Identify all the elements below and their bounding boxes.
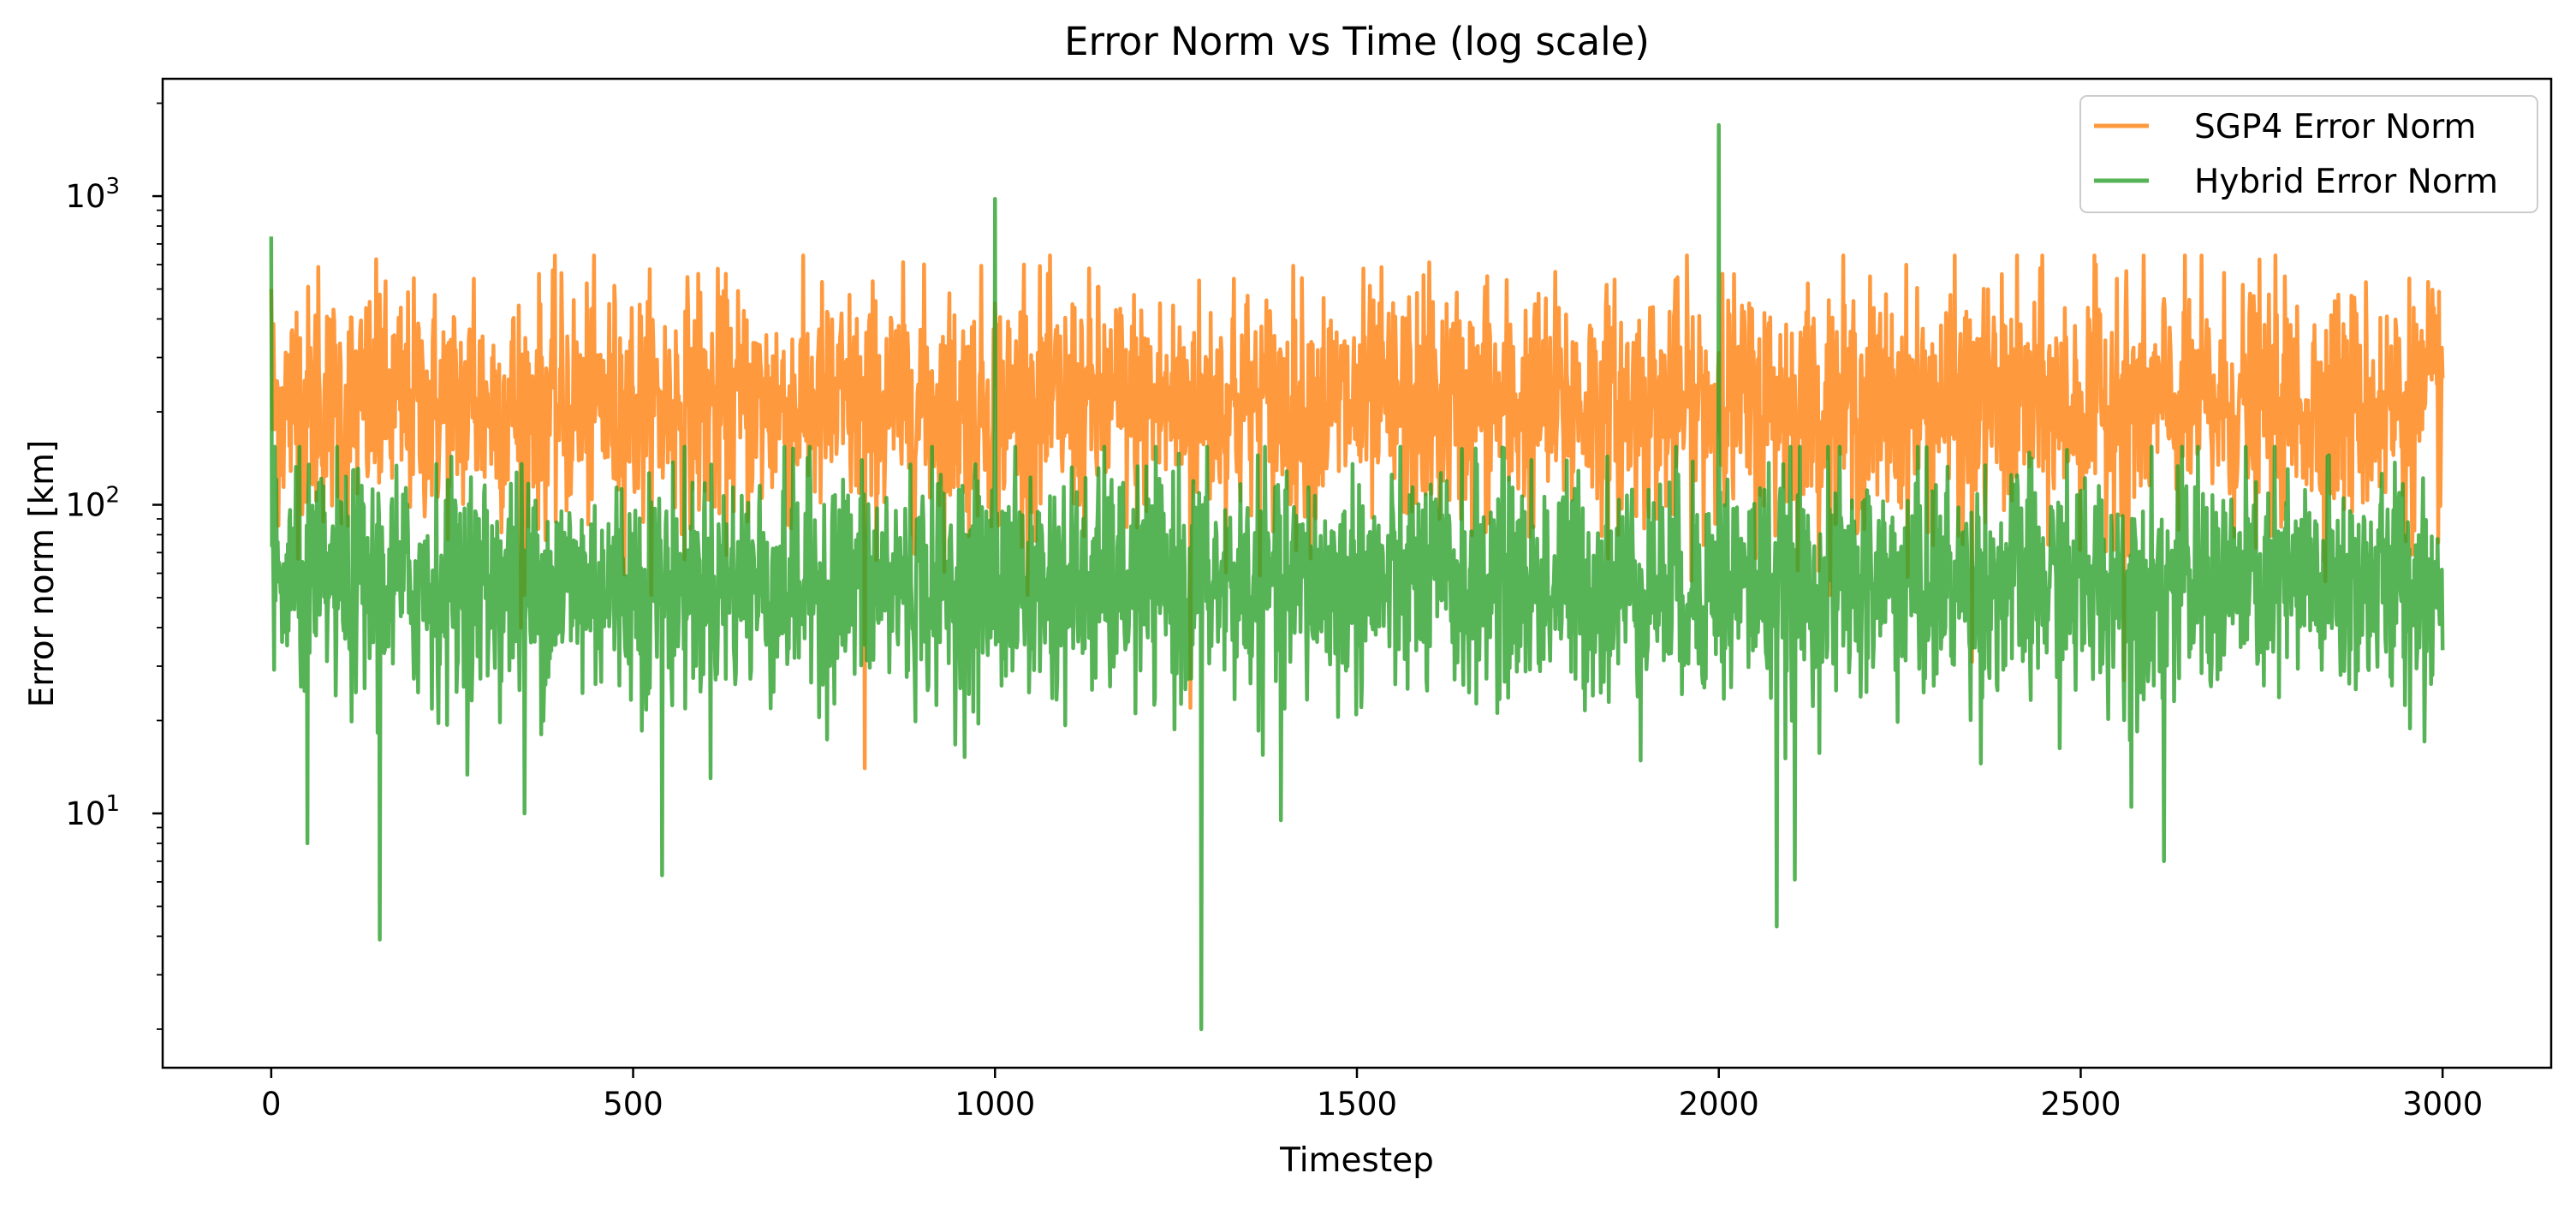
chart-title: Error Norm vs Time (log scale): [1064, 19, 1650, 64]
x-tick-label: 0: [261, 1086, 282, 1123]
y-axis-title: Error norm [km]: [23, 440, 62, 708]
x-axis: 0 500 1000 1500 2000 2500 3000: [261, 1068, 2483, 1123]
y-tick-label: 103: [65, 174, 120, 215]
series-layer: [269, 122, 2445, 1032]
x-tick-label: 3000: [2402, 1086, 2483, 1123]
series-line-hybrid: [269, 122, 2445, 1032]
x-tick-label: 1500: [1317, 1086, 1397, 1123]
legend: SGP4 Error Norm Hybrid Error Norm: [2079, 95, 2538, 213]
y-axis: 101 102 103: [65, 102, 163, 1030]
y-tick-label: 101: [65, 791, 120, 832]
legend-label-sgp4: SGP4 Error Norm: [2194, 108, 2477, 146]
series-line-sgp4: [269, 253, 2445, 771]
x-tick-label: 2500: [2040, 1086, 2121, 1123]
y-tick-label: 102: [65, 483, 120, 524]
x-tick-label: 1000: [955, 1086, 1035, 1123]
x-tick-label: 500: [603, 1086, 663, 1123]
legend-box: [2079, 95, 2538, 213]
legend-label-hybrid: Hybrid Error Norm: [2194, 163, 2498, 201]
x-axis-title: Timestep: [1279, 1141, 1434, 1180]
x-tick-label: 2000: [1679, 1086, 1759, 1123]
